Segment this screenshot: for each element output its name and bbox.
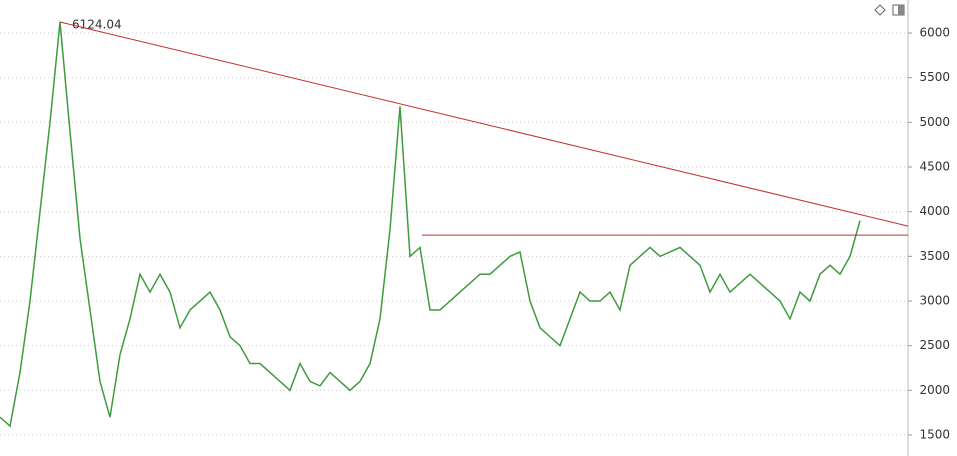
y-tick-label: 4500 (919, 160, 950, 174)
trend-line (59, 21, 909, 227)
y-tick-label: 5500 (919, 70, 950, 84)
y-tick-label: 1500 (919, 428, 950, 442)
y-tick-label: 4000 (919, 204, 950, 218)
diamond-icon[interactable] (874, 4, 886, 16)
toolbar[interactable] (874, 4, 905, 16)
y-tick-label: 3000 (919, 294, 950, 308)
y-tick-label: 3500 (919, 249, 950, 263)
y-tick-label: 5000 (919, 115, 950, 129)
price-line (0, 21, 861, 428)
y-tick-label: 2000 (919, 383, 950, 397)
y-tick-label: 6000 (919, 26, 950, 40)
panel-icon-fill (898, 5, 904, 15)
y-tick-label: 2500 (919, 338, 950, 352)
annotation: 6124.04 (72, 18, 122, 32)
